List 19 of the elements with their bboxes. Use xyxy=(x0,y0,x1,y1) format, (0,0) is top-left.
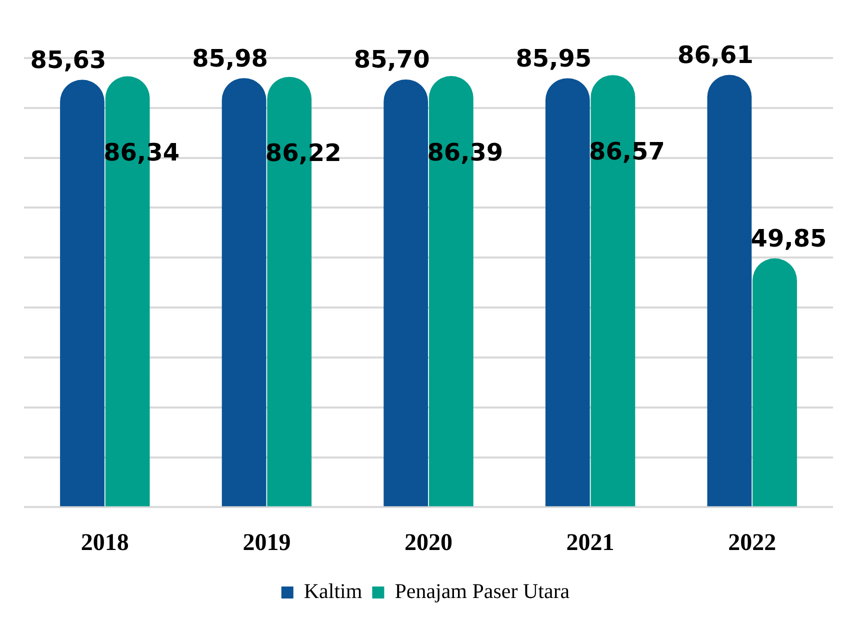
data-label: 86,61 xyxy=(677,41,754,70)
data-label: 85,98 xyxy=(192,44,268,72)
data-label: 85,70 xyxy=(354,46,430,74)
bar xyxy=(707,74,752,506)
data-label: 49,85 xyxy=(750,224,827,253)
bar xyxy=(752,258,797,506)
legend-label: Kaltim xyxy=(304,579,362,604)
x-tick-label: 2020 xyxy=(404,530,452,556)
legend-label: Penajam Paser Utara xyxy=(394,579,570,604)
data-label: 85,63 xyxy=(30,46,106,74)
x-tick-label: 2022 xyxy=(728,530,776,556)
bar xyxy=(545,78,590,506)
x-tick-label: 2018 xyxy=(80,530,129,556)
bar xyxy=(60,80,104,506)
bar xyxy=(384,79,428,506)
x-tick-label: 2021 xyxy=(566,530,614,556)
bar xyxy=(222,78,266,506)
data-label: 85,95 xyxy=(516,44,592,72)
x-tick-label: 2019 xyxy=(242,530,291,556)
